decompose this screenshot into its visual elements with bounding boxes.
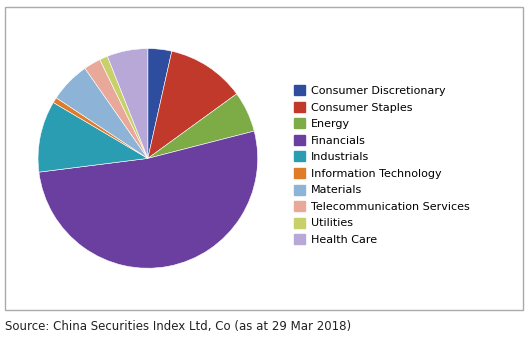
Wedge shape — [85, 60, 148, 158]
Wedge shape — [148, 94, 254, 158]
Text: Source: China Securities Index Ltd, Co (as at 29 Mar 2018): Source: China Securities Index Ltd, Co (… — [5, 320, 352, 333]
Wedge shape — [148, 49, 172, 158]
Wedge shape — [56, 68, 148, 158]
Wedge shape — [38, 102, 148, 172]
Wedge shape — [100, 56, 148, 158]
Wedge shape — [53, 98, 148, 158]
Legend: Consumer Discretionary, Consumer Staples, Energy, Financials, Industrials, Infor: Consumer Discretionary, Consumer Staples… — [291, 82, 473, 248]
Wedge shape — [148, 51, 237, 158]
Wedge shape — [39, 131, 258, 268]
Wedge shape — [107, 49, 148, 158]
